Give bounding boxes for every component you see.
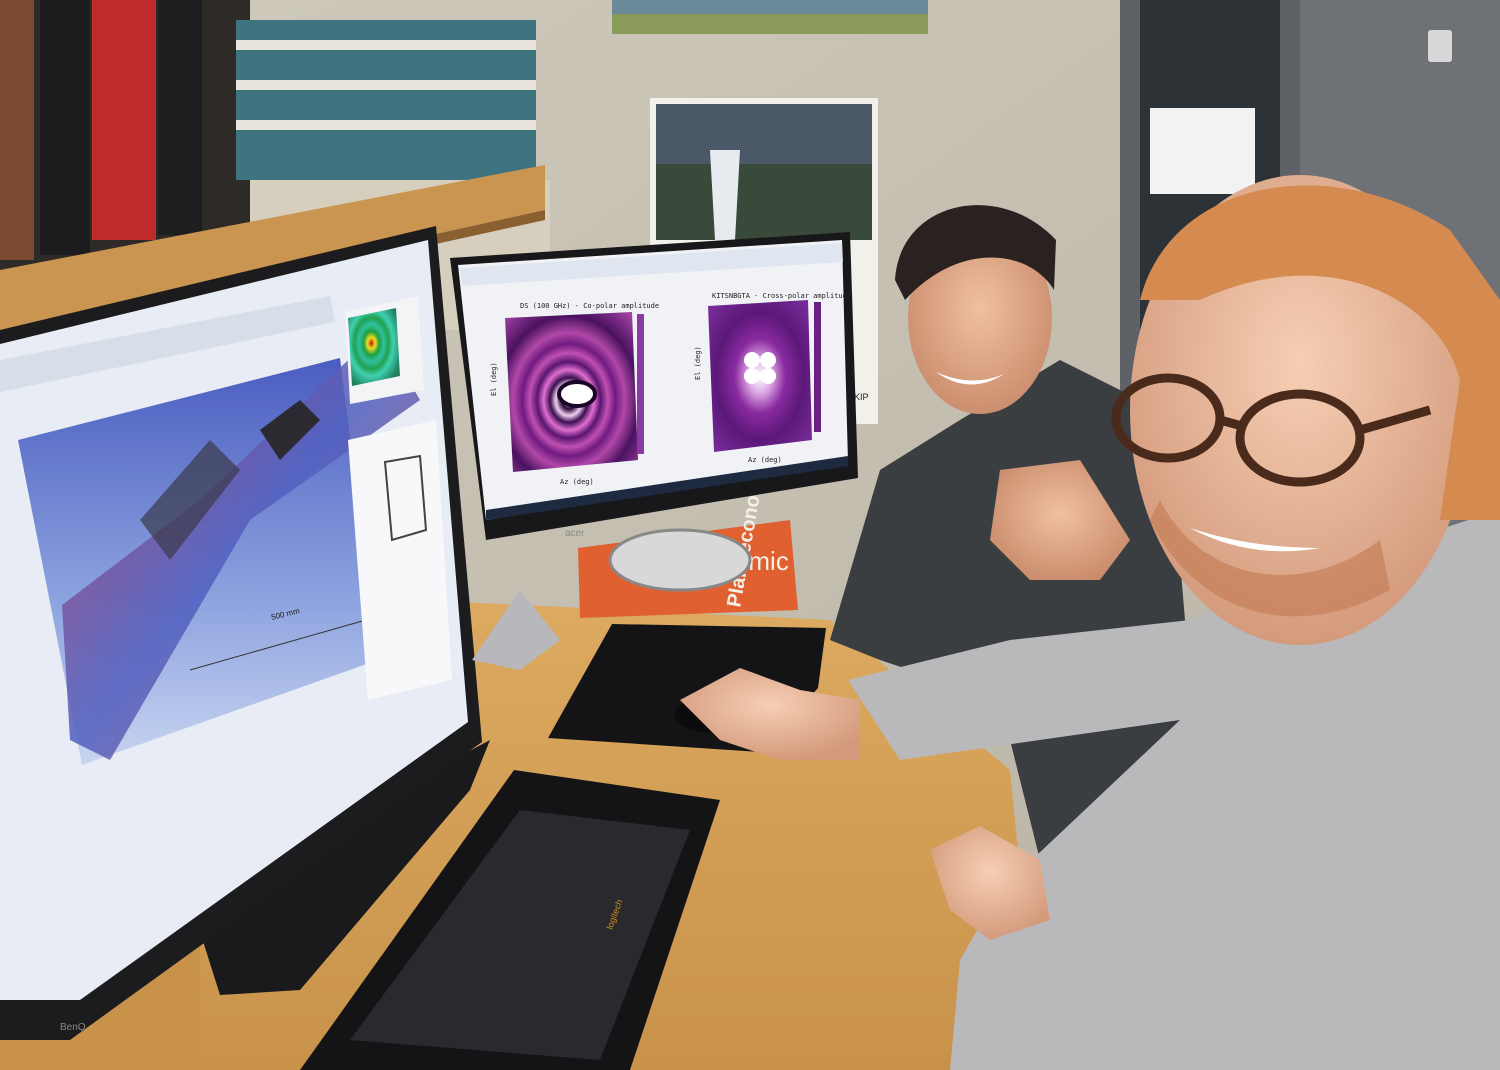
taskbar xyxy=(486,456,848,520)
keyboard-keys xyxy=(350,810,690,1060)
person-front-hair xyxy=(1140,185,1500,521)
person-front-hand-on-desk xyxy=(930,826,1050,940)
ribbon-toolbar xyxy=(0,296,335,392)
cross-polar-ylabel: El (deg) xyxy=(694,346,702,380)
co-polar-title: DS (100 GHz) - Co-polar amplitude xyxy=(520,302,659,310)
right-monitor-toolbar xyxy=(460,243,843,286)
person-front-hand-on-mouse xyxy=(680,668,860,760)
person-front-smile xyxy=(1190,528,1320,552)
person-back-smile xyxy=(936,372,1004,385)
waterfall xyxy=(710,150,740,240)
field-thumbnail xyxy=(348,308,400,386)
left-monitor-brand: BenQ xyxy=(60,1022,86,1033)
red-binder xyxy=(92,0,156,240)
person-back-hair xyxy=(895,205,1056,300)
person-back-hand xyxy=(990,460,1130,580)
cross-polar-lobe xyxy=(744,352,760,368)
right-monitor-stand xyxy=(608,528,752,592)
mirror-element xyxy=(140,440,240,560)
person-back-shirt xyxy=(830,360,1200,860)
shelf-board xyxy=(0,165,545,330)
cross-polar-xlabel: Az (deg) xyxy=(748,456,782,464)
person-front-beard xyxy=(1150,500,1390,617)
co-polar-main-lobe xyxy=(557,380,597,408)
phone-stand xyxy=(472,590,560,670)
door-notice xyxy=(1150,108,1255,194)
optical-beam-path xyxy=(62,330,420,760)
calendar-text: SKIP xyxy=(848,392,869,402)
cross-polar-colorbar xyxy=(814,302,821,432)
co-polar-ylabel: El (deg) xyxy=(490,362,498,396)
glasses xyxy=(1111,373,1432,487)
wireframe-panel xyxy=(348,420,452,700)
wireframe-model xyxy=(383,454,428,542)
right-monitor-brand: acer xyxy=(565,528,585,539)
co-polar-colorbar xyxy=(637,314,644,454)
co-polar-xlabel: Az (deg) xyxy=(560,478,594,486)
person-back-face xyxy=(908,222,1052,414)
left-monitor-stand-base xyxy=(190,740,490,995)
light-switch xyxy=(1428,30,1452,62)
cross-polar-title: KITSNBGTA - Cross-polar amplitude xyxy=(712,292,851,300)
scale-bar xyxy=(189,615,381,671)
